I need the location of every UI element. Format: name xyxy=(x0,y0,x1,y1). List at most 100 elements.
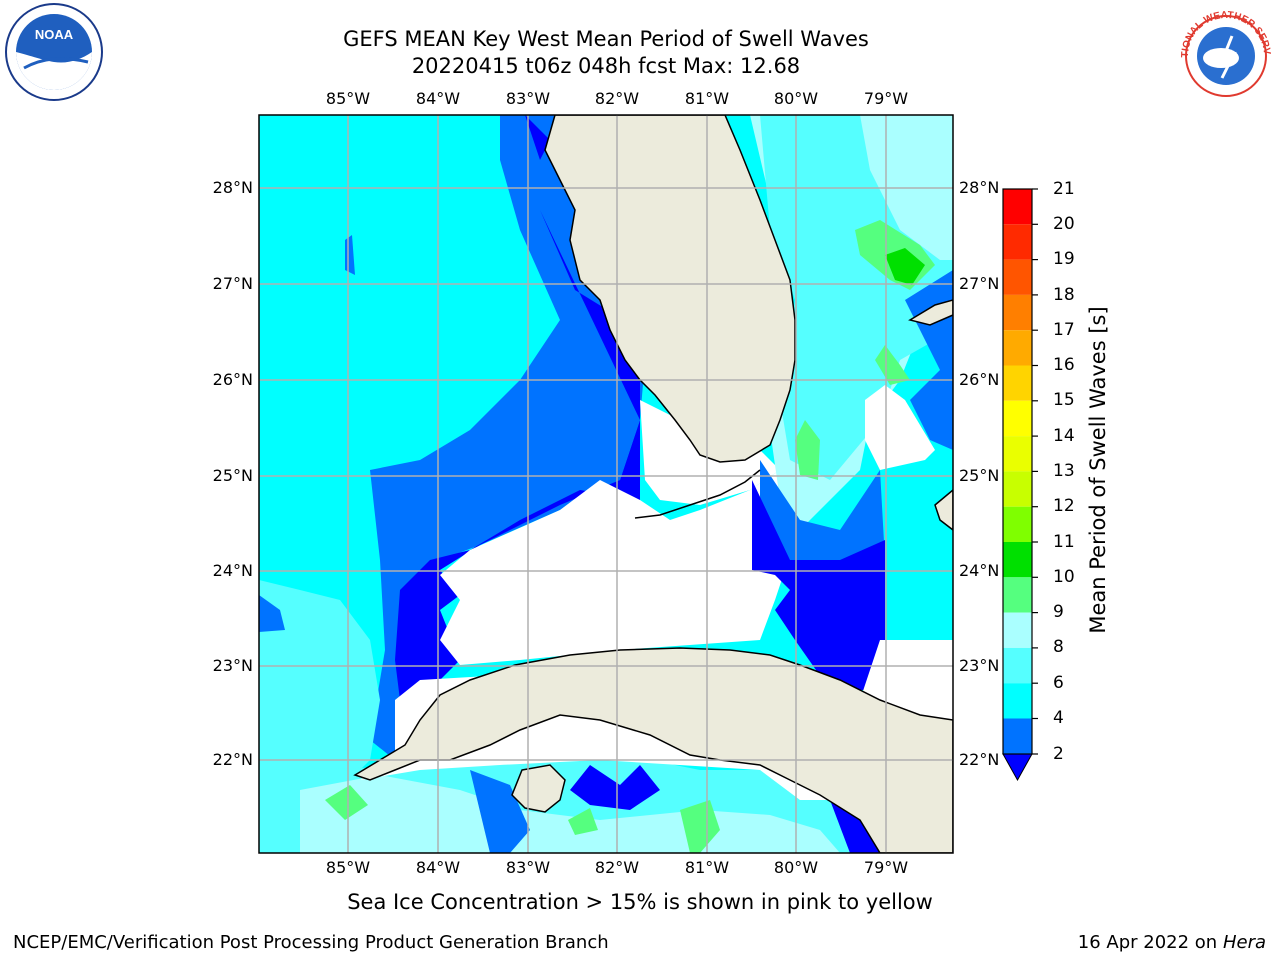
colorbar-tick-label: 21 xyxy=(1053,179,1075,199)
lon-label-bottom: 84°W xyxy=(415,858,461,877)
lat-label-left: 24°N xyxy=(212,561,253,580)
colorbar-segment-10-9 xyxy=(1003,577,1032,613)
contour-green-caribbean-1 xyxy=(325,785,368,820)
land-grand-bahama xyxy=(908,299,953,326)
land-florida xyxy=(544,115,796,463)
lat-label-left: 22°N xyxy=(212,750,253,769)
colorbar xyxy=(1002,188,1038,782)
lon-label-bottom: 79°W xyxy=(863,858,909,877)
colorbar-tick-label: 11 xyxy=(1053,532,1075,552)
lat-label-right: 27°N xyxy=(959,274,1000,293)
lat-label-right: 24°N xyxy=(959,561,1000,580)
colorbar-segment-21-20 xyxy=(1003,189,1032,225)
colorbar-tick-label: 4 xyxy=(1053,708,1064,728)
map-subtitle: 20220415 t06z 048h fcst Max: 12.68 xyxy=(411,54,801,78)
map-title: GEFS MEAN Key West Mean Period of Swell … xyxy=(343,27,869,51)
contour-darkblue-caribbean xyxy=(570,765,660,810)
noaa-logo-text: NOAA xyxy=(35,27,74,42)
colorbar-segment-19-18 xyxy=(1003,259,1032,295)
lat-label-right: 22°N xyxy=(959,750,1000,769)
contour-green-atlantic-3 xyxy=(795,420,820,480)
lat-label-left: 27°N xyxy=(212,274,253,293)
colorbar-segment-15-14 xyxy=(1003,400,1032,437)
footer-host: Hera xyxy=(1222,932,1266,953)
colorbar-tick-label: 6 xyxy=(1053,673,1064,693)
colorbar-segment-4-2 xyxy=(1003,718,1032,754)
contour-darkblue-gulf xyxy=(395,210,640,700)
colorbar-tick-label: 20 xyxy=(1053,214,1075,234)
colorbar-tick-label: 18 xyxy=(1053,285,1075,305)
lat-label-left: 28°N xyxy=(212,178,253,197)
lon-label-bottom: 81°W xyxy=(684,858,730,877)
contour-blue-west-edge xyxy=(259,595,285,632)
colorbar-tick-label: 19 xyxy=(1053,249,1075,269)
contour-blue-atlantic xyxy=(760,460,885,580)
lon-label-top: 79°W xyxy=(863,89,909,108)
lon-label-bottom: 80°W xyxy=(773,858,819,877)
colorbar-segment-6-4 xyxy=(1003,683,1032,719)
lon-label-top: 83°W xyxy=(505,89,551,108)
noaa-logo: NOAA xyxy=(2,2,106,102)
colorbar-segment-13-12 xyxy=(1003,471,1032,507)
contour-green-caribbean-3 xyxy=(680,800,720,853)
land-andros xyxy=(934,489,953,531)
gridlines xyxy=(259,115,953,853)
land-isla-juventud xyxy=(511,764,566,813)
footer-date: 16 Apr 2022 on Hera xyxy=(1078,932,1266,953)
nodata-straits xyxy=(440,470,785,665)
contour-lightcyan-atlantic xyxy=(760,115,953,480)
lat-label-left: 23°N xyxy=(212,656,253,675)
contour-green-atlantic-2 xyxy=(875,345,910,385)
lon-label-bottom: 83°W xyxy=(505,858,551,877)
lat-label-right: 28°N xyxy=(959,178,1000,197)
contour-green-caribbean-2 xyxy=(568,808,598,835)
contour-darkblue-keys-north xyxy=(525,115,550,160)
colorbar-segment-16-15 xyxy=(1003,365,1032,401)
colorbar-segment-18-17 xyxy=(1003,294,1032,331)
colorbar-segment-11-10 xyxy=(1003,542,1032,578)
contour-darkblue-caribbean-east xyxy=(830,800,880,853)
colorbar-tick-label: 8 xyxy=(1053,637,1064,657)
lon-label-bottom: 82°W xyxy=(594,858,640,877)
colorbar-tick-label: 10 xyxy=(1053,567,1075,587)
lat-label-right: 25°N xyxy=(959,466,1000,485)
contour-darkblue-straits-east xyxy=(752,480,910,690)
colorbar-tick-label: 15 xyxy=(1053,390,1075,410)
colorbar-segment-14-13 xyxy=(1003,436,1032,472)
colorbar-segment-9-8 xyxy=(1003,612,1032,648)
colorbar-segments xyxy=(1003,189,1032,754)
lat-label-left: 25°N xyxy=(212,466,253,485)
sea-ice-note: Sea Ice Concentration > 15% is shown in … xyxy=(347,890,933,914)
lon-label-top: 82°W xyxy=(594,89,640,108)
colorbar-tick-label: 12 xyxy=(1053,496,1075,516)
colorbar-tick-label: 16 xyxy=(1053,355,1075,375)
colorbar-segment-12-11 xyxy=(1003,506,1032,542)
colorbar-tick-label: 9 xyxy=(1053,602,1064,622)
colorbar-tick-label: 13 xyxy=(1053,461,1075,481)
footer-branch: NCEP/EMC/Verification Post Processing Pr… xyxy=(13,932,609,953)
colorbar-segment-8-6 xyxy=(1003,647,1032,684)
lat-label-right: 26°N xyxy=(959,370,1000,389)
nws-logo: NATIONAL WEATHER SERVICE xyxy=(1170,0,1278,98)
land-florida-keys xyxy=(634,469,761,519)
colorbar-segment-17-16 xyxy=(1003,330,1032,366)
lon-label-bottom: 85°W xyxy=(325,858,371,877)
colorbar-label: Mean Period of Swell Waves [s] xyxy=(1086,306,1110,634)
lat-label-left: 26°N xyxy=(212,370,253,389)
contour-blue-caribbean-west xyxy=(470,770,530,853)
colorbar-segment-20-19 xyxy=(1003,224,1032,260)
lon-label-top: 81°W xyxy=(684,89,730,108)
lon-label-top: 84°W xyxy=(415,89,461,108)
colorbar-tick-label: 2 xyxy=(1053,744,1064,764)
colorbar-tick-label: 17 xyxy=(1053,320,1075,340)
nodata-bahamas xyxy=(865,385,935,470)
colorbar-tick-label: 14 xyxy=(1053,426,1075,446)
footer-date-text: 16 Apr 2022 on xyxy=(1077,932,1223,953)
land-cuba xyxy=(353,647,953,853)
lon-label-top: 85°W xyxy=(325,89,371,108)
map-frame xyxy=(258,114,954,854)
lat-label-right: 23°N xyxy=(959,656,1000,675)
lon-label-top: 80°W xyxy=(773,89,819,108)
contour-green-atlantic-1b xyxy=(885,248,925,285)
